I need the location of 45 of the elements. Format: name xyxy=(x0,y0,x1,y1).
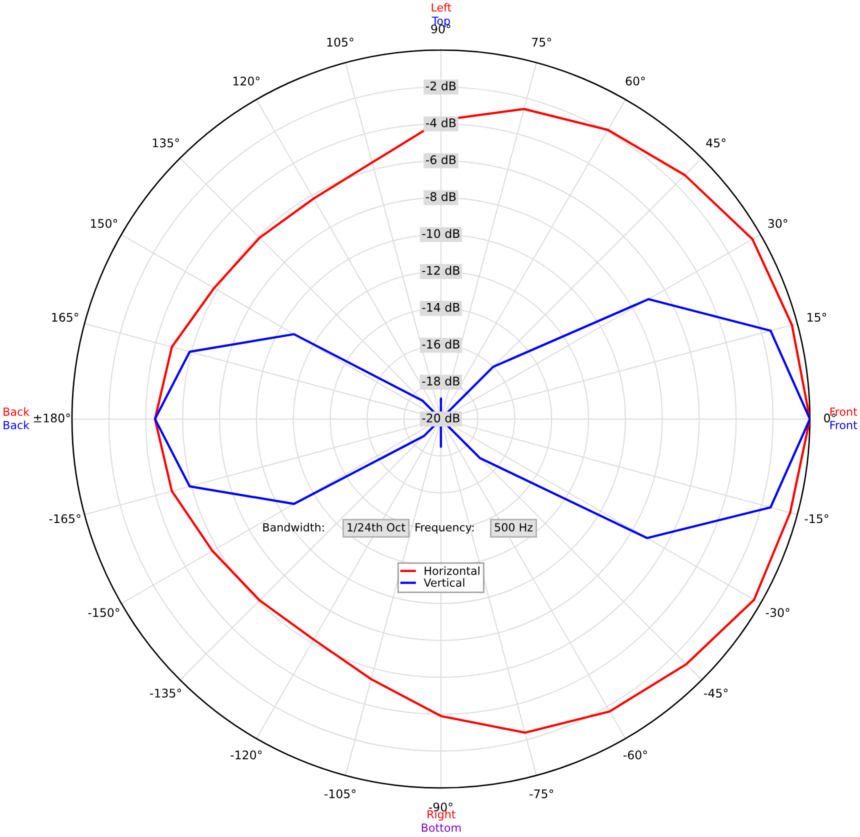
y-tick-label: -12 dB xyxy=(422,266,460,275)
y-tick-label: -14 dB xyxy=(422,302,460,312)
y-tick-label: -16 dB xyxy=(422,340,460,349)
spoke-label: -150° xyxy=(88,608,120,618)
spoke-label: ±180° xyxy=(34,414,70,422)
spoke-label: -120° xyxy=(230,750,262,760)
spoke-label: 165° xyxy=(52,312,78,322)
spoke-label: 30° xyxy=(768,219,788,228)
text: Back xyxy=(4,420,30,430)
spoke-label: -15° xyxy=(804,514,828,524)
spoke-label: 120° xyxy=(233,76,260,86)
text: Bottom xyxy=(422,824,461,832)
spoke-label: -60° xyxy=(623,750,647,760)
text: Front xyxy=(830,421,858,430)
y-tick-label: -6 dB xyxy=(426,155,456,164)
text: Bandwidth: xyxy=(263,522,324,532)
text: Left xyxy=(432,2,452,12)
text: Back xyxy=(4,407,30,416)
y-tick-label: -10 dB xyxy=(422,228,460,238)
spoke-label: -75° xyxy=(530,789,554,798)
spoke-label: 75° xyxy=(532,38,551,47)
spoke-label: -30° xyxy=(766,608,790,618)
spoke-label: -165° xyxy=(49,514,80,524)
text: Front xyxy=(830,408,858,416)
text: 500 Hz xyxy=(494,523,532,532)
spoke-label: -135° xyxy=(150,688,182,698)
y-tick-label: -4 dB xyxy=(426,118,456,128)
legend-label: Horizontal xyxy=(424,566,480,575)
y-tick-label: -8 dB xyxy=(426,192,456,202)
spoke-label: 0° xyxy=(824,414,836,422)
spoke-label: 45° xyxy=(706,138,726,148)
spoke-label: -45° xyxy=(704,688,728,698)
spoke-label: 15° xyxy=(808,312,826,322)
text: Right xyxy=(428,810,456,821)
spoke-label: 105° xyxy=(327,38,354,47)
y-tick-label: -18 dB xyxy=(422,376,460,386)
spoke-label: 60° xyxy=(626,76,645,86)
y-tick-label: -2 dB xyxy=(426,81,456,90)
text: 1/24th Oct xyxy=(348,522,406,532)
spoke-label: 150° xyxy=(91,219,118,228)
spoke-label: -105° xyxy=(324,789,356,798)
spoke-label: 135° xyxy=(152,138,179,148)
text: Frequency: xyxy=(416,523,474,534)
legend-label: Vertical xyxy=(424,578,464,587)
spoke-label: -90° xyxy=(428,802,452,812)
